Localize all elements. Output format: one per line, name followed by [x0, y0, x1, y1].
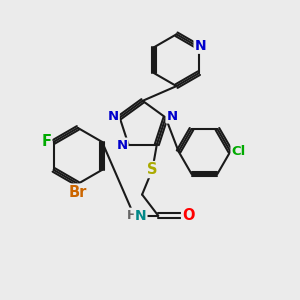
Text: F: F: [41, 134, 51, 149]
Text: O: O: [182, 208, 195, 223]
Text: N: N: [108, 110, 119, 123]
Text: H: H: [127, 209, 137, 222]
Text: Br: Br: [69, 184, 87, 200]
Text: S: S: [147, 162, 158, 177]
Text: N: N: [167, 110, 178, 122]
Text: Cl: Cl: [232, 145, 246, 158]
Text: N: N: [135, 209, 146, 223]
Text: N: N: [195, 39, 206, 53]
Text: N: N: [116, 139, 128, 152]
